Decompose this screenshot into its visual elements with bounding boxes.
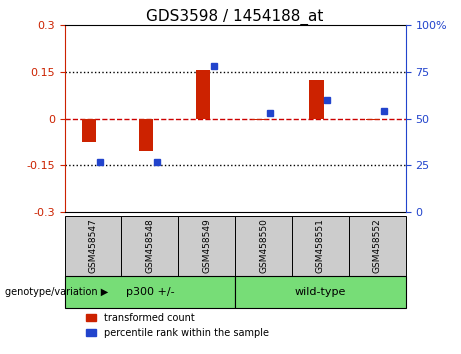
Text: GSM458552: GSM458552 <box>373 219 382 273</box>
Title: GDS3598 / 1454188_at: GDS3598 / 1454188_at <box>147 8 324 25</box>
Bar <box>82 119 96 142</box>
Bar <box>309 80 324 119</box>
Legend: transformed count, percentile rank within the sample: transformed count, percentile rank withi… <box>87 313 269 338</box>
FancyBboxPatch shape <box>65 216 121 276</box>
Text: GSM458550: GSM458550 <box>259 218 268 274</box>
Bar <box>366 119 380 120</box>
Text: GSM458549: GSM458549 <box>202 219 211 273</box>
FancyBboxPatch shape <box>121 216 178 276</box>
Bar <box>253 119 266 120</box>
Bar <box>139 119 153 152</box>
FancyBboxPatch shape <box>65 276 235 308</box>
Text: GSM458547: GSM458547 <box>89 219 97 273</box>
Bar <box>195 70 210 119</box>
FancyBboxPatch shape <box>235 276 406 308</box>
FancyBboxPatch shape <box>178 216 235 276</box>
Text: wild-type: wild-type <box>295 287 346 297</box>
Text: genotype/variation ▶: genotype/variation ▶ <box>5 287 108 297</box>
FancyBboxPatch shape <box>349 216 406 276</box>
Text: p300 +/-: p300 +/- <box>125 287 174 297</box>
FancyBboxPatch shape <box>235 216 292 276</box>
Text: GSM458548: GSM458548 <box>145 219 154 273</box>
Text: GSM458551: GSM458551 <box>316 218 325 274</box>
FancyBboxPatch shape <box>292 216 349 276</box>
